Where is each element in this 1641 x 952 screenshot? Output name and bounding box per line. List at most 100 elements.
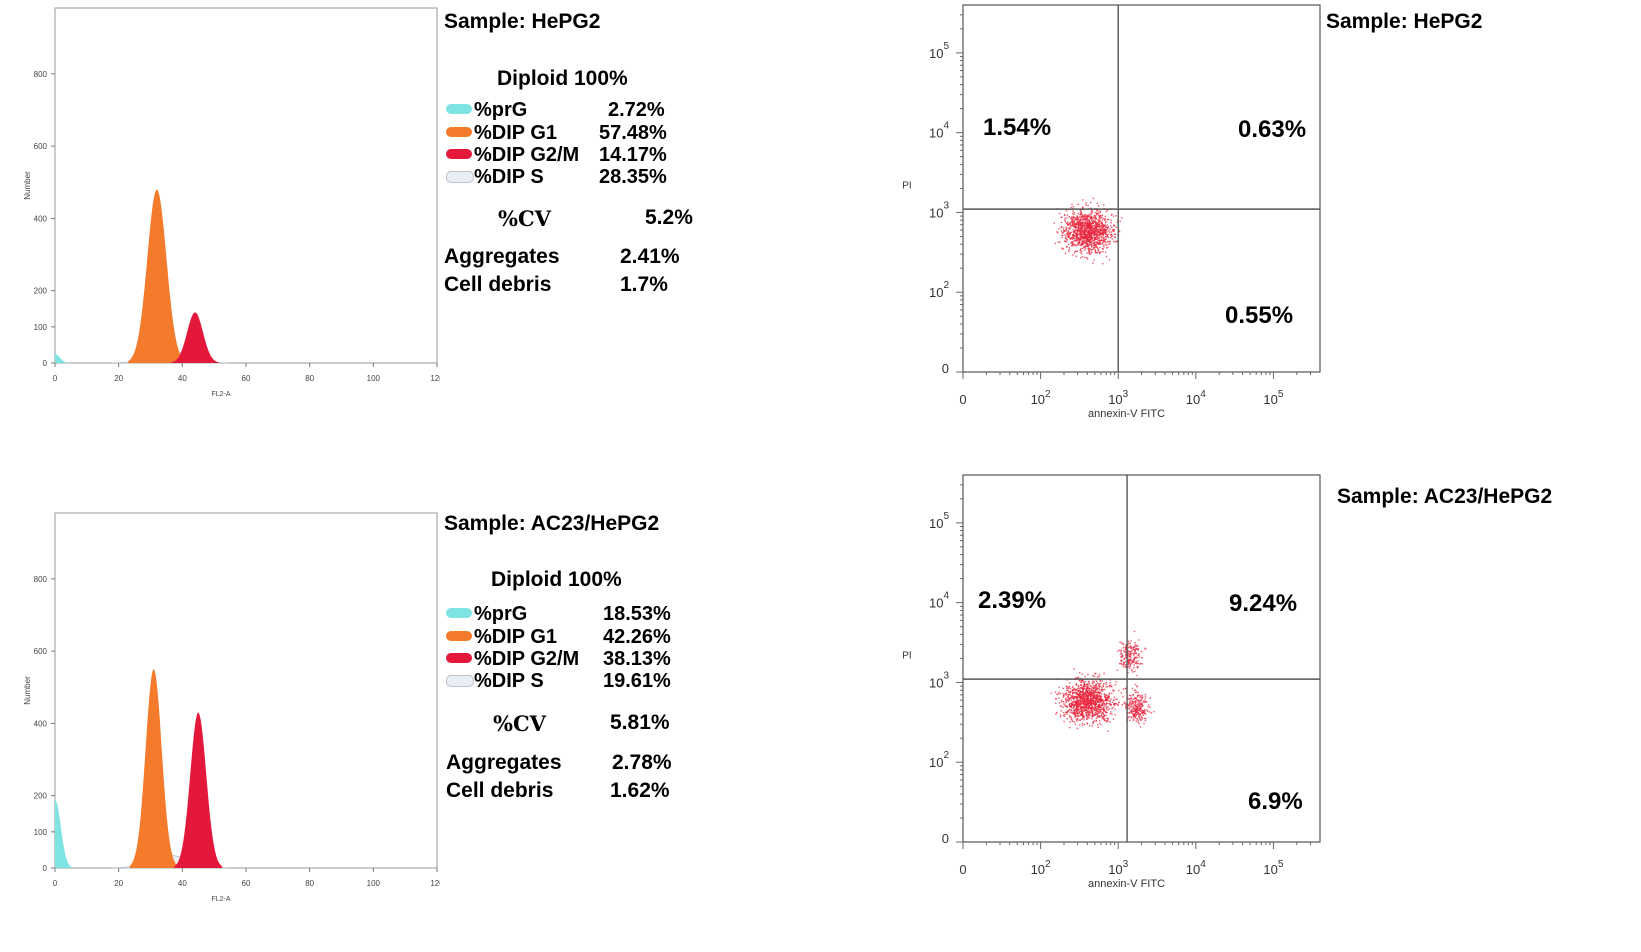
event-point [1135, 652, 1137, 655]
event-point [1073, 687, 1075, 690]
event-point [1064, 697, 1067, 700]
event-point [1102, 702, 1105, 704]
event-point [1110, 703, 1112, 706]
event-point [1097, 222, 1099, 224]
event-point [1074, 700, 1077, 702]
event-point [1100, 243, 1102, 245]
event-point [1073, 225, 1075, 228]
event-point [1071, 690, 1073, 692]
event-point [1090, 242, 1093, 244]
event-point [1102, 684, 1104, 687]
event-point [1089, 685, 1091, 687]
event-point [1093, 703, 1095, 706]
event-point [1079, 698, 1081, 700]
event-point [1124, 646, 1126, 648]
event-point [1082, 686, 1085, 688]
event-point [1137, 665, 1139, 668]
event-point [1139, 714, 1142, 716]
event-point [1102, 248, 1104, 250]
event-point [1137, 699, 1139, 702]
event-point [1082, 714, 1084, 716]
event-point [1084, 688, 1086, 690]
event-point [1136, 663, 1138, 665]
event-point [1141, 706, 1143, 708]
event-point [1129, 642, 1131, 645]
event-point [1093, 700, 1095, 702]
event-point [1085, 215, 1087, 217]
event-point [1130, 704, 1132, 706]
event-point [1083, 688, 1085, 690]
x-tick-label: 60 [242, 879, 251, 888]
event-point [1079, 236, 1082, 238]
event-point [1092, 688, 1095, 690]
event-point [1131, 702, 1133, 704]
event-point [1099, 691, 1101, 693]
event-point [1088, 713, 1091, 715]
event-point [1106, 717, 1108, 719]
event-point [1140, 695, 1142, 698]
event-point [1129, 665, 1131, 668]
y-tick-label: 0 [942, 831, 949, 846]
event-point [1119, 220, 1121, 222]
event-point [1088, 705, 1090, 707]
event-point [1087, 711, 1089, 714]
event-point [1095, 225, 1097, 227]
event-point [1130, 716, 1133, 718]
event-point [1111, 685, 1113, 687]
event-point [1144, 712, 1146, 715]
event-point [1097, 723, 1099, 726]
event-point [1089, 711, 1091, 713]
event-point [1075, 677, 1077, 679]
event-point [1078, 222, 1080, 224]
event-point [1069, 708, 1071, 711]
event-point [1144, 701, 1146, 703]
event-point [1113, 703, 1115, 705]
event-point [1086, 694, 1089, 697]
event-point [1070, 718, 1073, 720]
event-point [1104, 232, 1106, 234]
event-point [1085, 687, 1088, 690]
event-point [1083, 692, 1085, 694]
event-point [1082, 699, 1084, 701]
event-point [1090, 698, 1093, 700]
event-point [1079, 237, 1081, 239]
event-point [1079, 234, 1081, 236]
event-point [1090, 207, 1092, 209]
event-point [1075, 684, 1077, 686]
event-point [1093, 247, 1096, 249]
event-point [1095, 689, 1097, 691]
event-point [1073, 215, 1075, 218]
event-point [1114, 714, 1116, 716]
x-axis-label: annexin-V FITC [1088, 408, 1165, 420]
event-point [1081, 712, 1083, 714]
event-point [1078, 240, 1080, 242]
event-point [1067, 710, 1069, 713]
event-point [1097, 705, 1100, 707]
event-point [1080, 218, 1083, 221]
event-point [1139, 713, 1141, 715]
event-point [1085, 688, 1088, 690]
event-point [1123, 650, 1125, 652]
event-point [1107, 695, 1109, 697]
event-point [1102, 232, 1105, 234]
event-point [1070, 245, 1073, 247]
event-point [1072, 692, 1074, 694]
event-point [1082, 230, 1085, 232]
event-point [1081, 701, 1083, 703]
event-point [1136, 703, 1138, 705]
event-point [1058, 697, 1060, 699]
event-point [1081, 722, 1083, 725]
event-point [1077, 217, 1079, 219]
event-point [1129, 719, 1131, 721]
legend-swatch [446, 608, 472, 618]
event-point [1062, 700, 1065, 703]
event-point [1086, 712, 1088, 714]
event-point [1094, 685, 1097, 688]
event-point [1092, 706, 1094, 709]
event-point [1086, 698, 1088, 700]
event-point [1099, 679, 1101, 681]
event-point [1096, 228, 1098, 230]
event-point [1081, 709, 1083, 712]
event-point [1106, 712, 1108, 714]
event-point [1132, 693, 1134, 696]
